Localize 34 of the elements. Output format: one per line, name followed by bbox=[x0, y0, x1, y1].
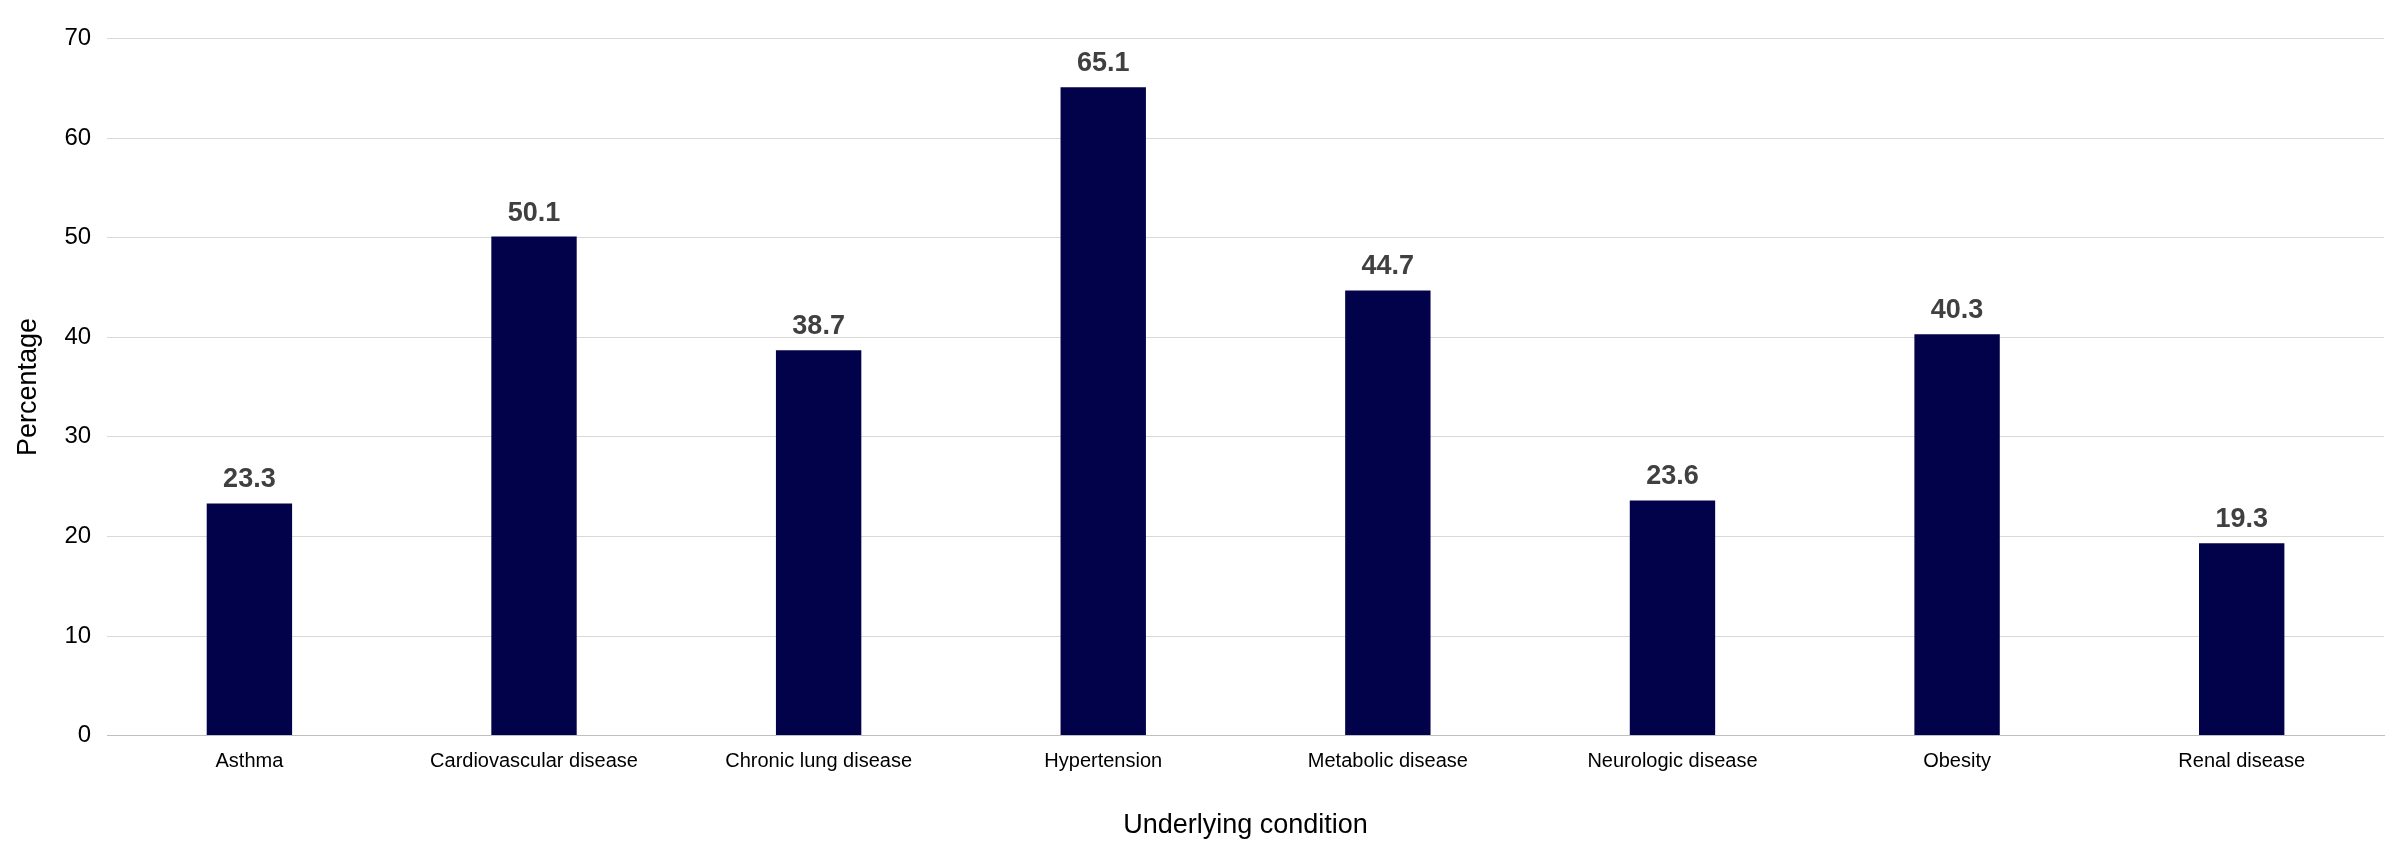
data-label: 50.1 bbox=[507, 196, 561, 227]
bar bbox=[775, 350, 862, 736]
bar bbox=[1345, 290, 1431, 736]
y-tick-label: 70 bbox=[64, 23, 92, 51]
bar bbox=[206, 503, 293, 736]
x-tick-label: Neurologic disease bbox=[1587, 749, 1758, 772]
bar bbox=[1914, 334, 2000, 736]
data-label: 40.3 bbox=[1930, 294, 1984, 325]
y-tick-label: 40 bbox=[64, 321, 92, 349]
data-label: 38.7 bbox=[792, 310, 845, 341]
data-label: 65.1 bbox=[1076, 47, 1130, 78]
x-tick-label: Obesity bbox=[1923, 749, 1991, 772]
bar bbox=[1629, 500, 1716, 736]
y-tick-label: 20 bbox=[64, 521, 92, 549]
x-tick-label: Hypertension bbox=[1044, 749, 1163, 772]
x-tick-label: Cardiovascular disease bbox=[430, 749, 638, 772]
x-tick-label: Renal disease bbox=[2178, 749, 2306, 772]
x-axis-title: Underlying condition bbox=[1123, 809, 1368, 840]
data-label: 23.3 bbox=[223, 463, 276, 494]
data-label: 23.6 bbox=[1646, 460, 1699, 491]
data-label: 44.7 bbox=[1361, 250, 1415, 281]
y-tick-label: 30 bbox=[64, 421, 92, 449]
y-axis-title: Percentage bbox=[11, 317, 42, 457]
bar bbox=[2199, 543, 2285, 736]
y-tick-label: 60 bbox=[64, 122, 92, 150]
data-label: 19.3 bbox=[2215, 503, 2268, 534]
y-tick-label: 10 bbox=[64, 620, 92, 648]
y-tick-label: 50 bbox=[64, 222, 92, 250]
x-tick-label: Metabolic disease bbox=[1307, 749, 1468, 772]
bar bbox=[491, 236, 577, 736]
x-tick-label: Chronic lung disease bbox=[725, 749, 913, 772]
x-tick-label: Asthma bbox=[215, 749, 285, 772]
y-tick-label: 0 bbox=[77, 720, 92, 748]
bar bbox=[1060, 87, 1146, 736]
